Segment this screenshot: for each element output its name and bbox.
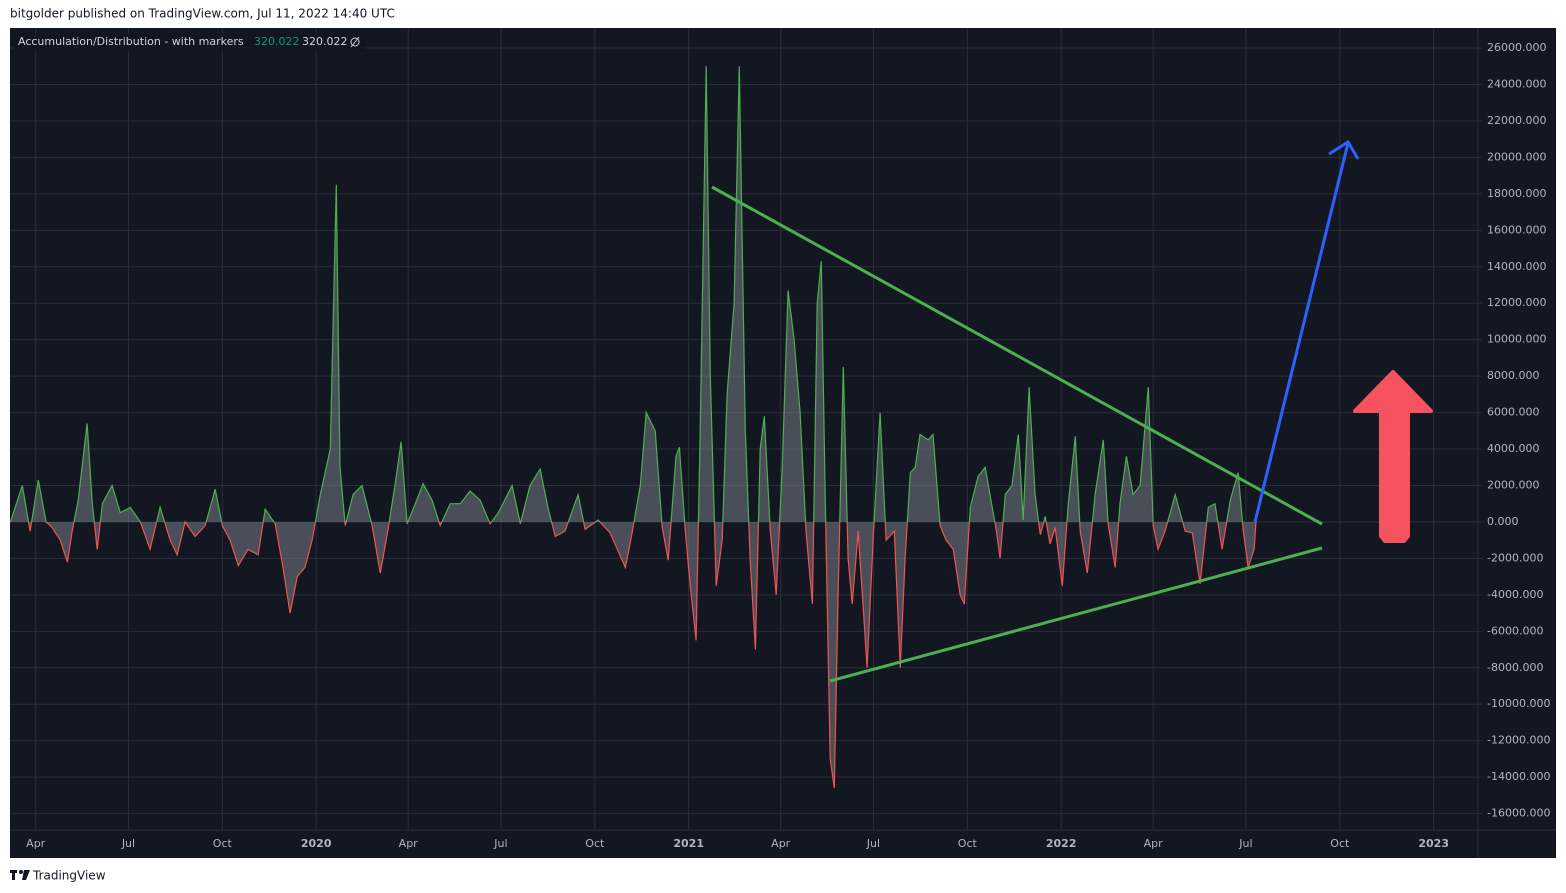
projection-arrow — [1253, 142, 1350, 523]
footer: TradingView — [32, 869, 106, 883]
x-tick-label: 2023 — [1418, 837, 1449, 850]
y-tick-label: 12000.000 — [1487, 296, 1547, 309]
y-tick-label: 14000.000 — [1487, 260, 1547, 273]
y-tick-label: -4000.000 — [1487, 588, 1543, 601]
legend-value: 320.022 — [302, 35, 348, 48]
y-tick-label: -2000.000 — [1487, 551, 1543, 564]
y-tick-label: 26000.000 — [1487, 41, 1547, 54]
y-tick-label: 0.000 — [1487, 515, 1519, 528]
trend-line — [711, 185, 1323, 526]
x-tick-label: Oct — [213, 837, 233, 850]
x-tick-label: Apr — [26, 837, 46, 850]
x-tick-label: 2022 — [1046, 837, 1077, 850]
y-tick-label: 22000.000 — [1487, 114, 1547, 127]
y-tick-label: 10000.000 — [1487, 333, 1547, 346]
y-tick-label: 4000.000 — [1487, 442, 1540, 455]
y-tick-label: -14000.000 — [1487, 770, 1550, 783]
x-tick-label: Jul — [866, 837, 880, 850]
x-tick-label: Apr — [771, 837, 791, 850]
trend-line — [829, 546, 1323, 683]
plot — [9, 66, 1257, 789]
y-tick-label: 20000.000 — [1487, 150, 1547, 163]
y-tick-label: -8000.000 — [1487, 661, 1543, 674]
x-tick-label: Oct — [585, 837, 605, 850]
y-tick-label: -16000.000 — [1487, 807, 1550, 820]
x-tick-label: Jul — [1238, 837, 1252, 850]
x-tick-label: Oct — [958, 837, 978, 850]
y-tick-label: 8000.000 — [1487, 369, 1540, 382]
header: bitgolder published on TradingView.com, … — [10, 7, 395, 21]
x-tick-label: Oct — [1330, 837, 1350, 850]
x-tick-label: Apr — [1144, 837, 1164, 850]
legend-background — [14, 33, 366, 51]
footer-logo — [10, 870, 30, 880]
legend-title: Accumulation/Distribution - with markers — [18, 35, 244, 48]
y-tick-label: -10000.000 — [1487, 697, 1550, 710]
y-tick-label: 18000.000 — [1487, 187, 1547, 200]
hide-icon[interactable] — [350, 36, 360, 48]
x-tick-label: Jul — [493, 837, 507, 850]
x-tick-label: 2020 — [301, 837, 332, 850]
y-tick-label: -12000.000 — [1487, 734, 1550, 747]
x-tick-label: 2021 — [673, 837, 704, 850]
line — [9, 66, 1257, 789]
y-tick-label: -6000.000 — [1487, 624, 1543, 637]
y-tick-label: 16000.000 — [1487, 223, 1547, 236]
x-tick-label: Jul — [121, 837, 135, 850]
y-tick-label: 6000.000 — [1487, 406, 1540, 419]
y-tick-label: 24000.000 — [1487, 78, 1547, 91]
legend-value: 320.022 — [254, 35, 300, 48]
projection-arrow-head — [1328, 139, 1360, 160]
x-tick-label: Apr — [399, 837, 419, 850]
up-arrow — [1353, 370, 1433, 543]
y-tick-label: 2000.000 — [1487, 479, 1540, 492]
